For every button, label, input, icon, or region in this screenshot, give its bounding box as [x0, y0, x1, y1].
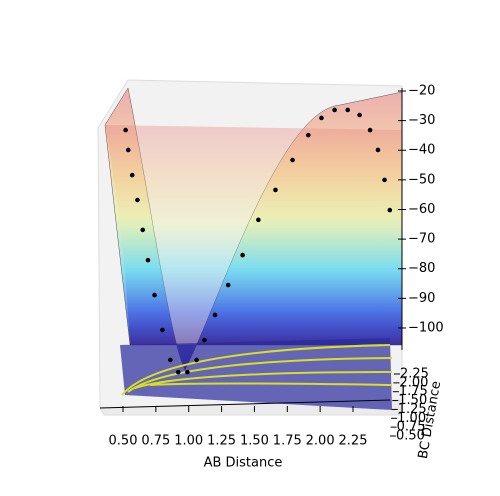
- x-tick-label: 1.50: [240, 434, 269, 449]
- y-tick-label: 1.50: [398, 393, 427, 408]
- y-tick-label: 1.25: [398, 402, 427, 417]
- z-tick-label: −50: [408, 172, 435, 187]
- trajectory-point: [225, 282, 231, 288]
- surface: [104, 87, 403, 410]
- z-tick-label: −40: [408, 143, 435, 158]
- trajectory-point: [175, 369, 181, 375]
- x-tick-label: 2.25: [339, 434, 368, 449]
- trajectory-point: [123, 127, 128, 133]
- z-tick-label: −20: [408, 84, 435, 99]
- trajectory-point: [332, 107, 337, 113]
- z-tick-label: −30: [408, 113, 435, 128]
- trajectory-point: [140, 227, 146, 233]
- trajectory-point: [345, 107, 351, 113]
- z-tick-label: −70: [408, 232, 435, 247]
- y-tick-label: 0.75: [397, 420, 426, 435]
- y-tick-label: 2.25: [400, 367, 429, 382]
- trajectory-point: [256, 217, 261, 223]
- z-tick-label: −60: [408, 202, 435, 217]
- x-tick-label: 0.50: [109, 434, 138, 449]
- trajectory-point: [185, 369, 190, 375]
- trajectory-point: [145, 257, 151, 263]
- trajectory-point: [273, 187, 278, 193]
- trajectory-point: [382, 177, 387, 183]
- trajectory-point: [212, 312, 218, 318]
- trajectory-point: [357, 112, 362, 118]
- trajectory-point: [367, 127, 373, 133]
- trajectory-point: [160, 327, 165, 333]
- trajectory-point: [387, 207, 393, 213]
- x-tick-label: 1.25: [207, 434, 236, 449]
- y-tick-label: 2.00: [399, 375, 428, 390]
- trajectory-point: [240, 252, 245, 258]
- y-tick-label: 0.50: [396, 429, 425, 444]
- trajectory-point: [125, 147, 131, 153]
- trajectory-point: [168, 357, 173, 363]
- trajectory-point: [375, 147, 381, 153]
- x-axis: [99, 399, 391, 409]
- trajectory-point: [194, 357, 199, 363]
- trajectory-point: [135, 197, 140, 203]
- trajectory-point: [306, 132, 311, 138]
- trajectory-point: [202, 337, 207, 343]
- x-tick-label: 2.00: [306, 434, 335, 449]
- y-tick-label: 1.75: [399, 384, 428, 399]
- x-tick-label: 0.75: [141, 434, 170, 449]
- x-tick-label: 1.00: [174, 434, 203, 449]
- trajectory-point: [290, 157, 295, 163]
- z-tick-label: −100: [408, 320, 444, 335]
- x-axis-label: AB Distance: [204, 456, 283, 471]
- z-tick-label: −90: [408, 291, 435, 306]
- z-tick-label: −80: [408, 261, 435, 276]
- trajectory-point: [319, 115, 324, 121]
- x-tick-label: 1.75: [273, 434, 302, 449]
- y-tick-label: 1.00: [397, 411, 426, 426]
- trajectory-point: [152, 292, 157, 298]
- trajectory-point: [129, 172, 135, 178]
